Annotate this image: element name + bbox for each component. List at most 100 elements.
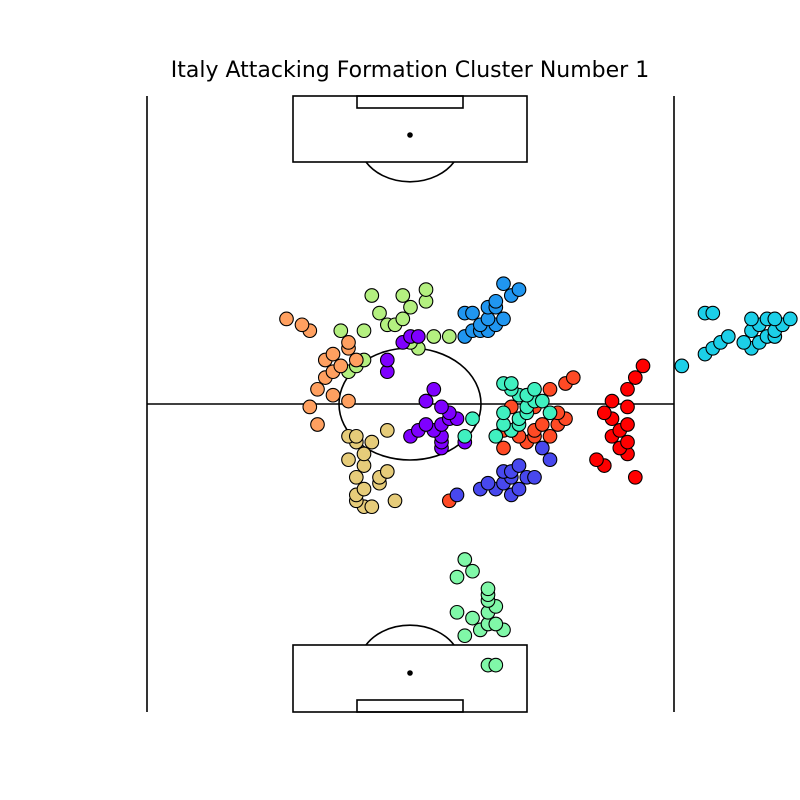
cluster-3-point-15 [744,311,759,327]
cluster-7-point-15 [364,434,380,450]
cluster-10-point-2 [488,428,504,444]
cluster-3-point-17 [767,311,783,327]
cluster-3-point-18 [782,311,798,327]
cluster-6-point-15 [294,317,310,333]
cluster-1-point-11 [596,405,612,421]
cluster-1-point-12 [620,399,635,415]
cluster-6-point-4 [325,387,341,403]
cluster-1-point-1 [627,469,643,485]
cluster-3-point-8 [720,329,736,344]
cluster-2-point-17 [542,381,558,397]
cluster-11-point-3 [457,628,473,644]
cluster-4-point-10 [465,305,480,321]
bottom-goal-area [356,699,464,713]
cluster-7-point-8 [348,469,364,485]
cluster-3-point-1 [674,358,690,374]
cluster-6-point-13 [341,335,356,350]
cluster-8-point-14 [418,393,434,409]
cluster-7-point-4 [387,493,403,509]
cluster-6-point-8 [333,358,349,374]
cluster-7-point-18 [379,423,395,438]
cluster-6-point-16 [279,311,294,327]
cluster-10-point-8 [496,405,511,421]
cluster-6-point-2 [302,399,318,415]
cluster-6-point-1 [310,417,325,432]
cluster-10-point-17 [527,381,542,397]
cluster-1-point-13 [604,393,620,409]
cluster-11-point-14 [480,581,496,597]
cluster-2-point-10 [534,417,550,432]
cluster-10-point-1 [457,428,473,444]
bottom-penalty-arc [365,624,455,646]
cluster-4-point-16 [496,276,511,292]
cluster-1-point-3 [589,452,604,468]
cluster-11-point-7 [488,616,504,632]
cluster-10-point-13 [534,393,550,409]
cluster-11-point-17 [457,552,473,567]
cluster-1-point-15 [627,370,643,385]
cluster-2-point-19 [565,370,581,385]
top-goal-area [356,95,464,109]
cluster-4-point-13 [488,293,504,309]
cluster-9-point-5 [511,481,527,497]
cluster-4-point-8 [496,311,511,327]
cluster-5-point-6 [426,329,442,344]
cluster-9-point-6 [480,475,496,491]
cluster-3-point-20 [705,305,721,321]
cluster-5-point-18 [418,282,434,297]
cluster-9-point-10 [527,469,542,485]
cluster-5-point-13 [372,305,387,321]
cluster-9-point-1 [449,487,465,503]
bottom-penalty-spot [407,670,413,676]
cluster-1-point-9 [620,417,635,432]
cluster-11-point-15 [449,569,465,585]
cluster-5-point-14 [403,299,418,315]
cluster-9-point-14 [542,452,558,468]
cluster-11-point-8 [465,610,480,626]
cluster-6-point-3 [341,393,356,409]
cluster-8-point-20 [410,329,426,344]
cluster-8-point-15 [426,381,442,397]
bottom-penalty-area [292,644,528,713]
cluster-10-point-10 [542,405,558,421]
cluster-5-point-7 [441,329,457,344]
cluster-6-point-11 [325,346,341,362]
player-points [279,276,798,673]
cluster-7-point-2 [364,499,380,515]
cluster-10-point-19 [503,376,519,391]
top-penalty-arc [365,161,455,183]
cluster-5-point-9 [356,323,372,339]
cluster-9-point-13 [511,458,527,473]
cluster-2-point-2 [496,440,511,456]
cluster-4-point-15 [511,282,527,297]
cluster-7-point-17 [348,428,364,444]
cluster-6-point-5 [310,381,325,397]
cluster-10-point-6 [465,411,480,427]
cluster-5-point-12 [395,311,411,327]
pitch-markings [146,95,675,713]
cluster-7-point-12 [341,452,356,468]
cluster-1-point-6 [620,434,635,450]
cluster-2-point-6 [542,428,558,444]
cluster-11-point-9 [449,604,465,620]
cluster-7-point-10 [379,464,395,479]
cluster-3-point-6 [736,335,752,350]
cluster-5-point-16 [364,288,380,303]
cluster-8-point-17 [379,352,395,368]
cluster-9-point-15 [534,440,550,456]
cluster-5-point-17 [395,288,411,303]
top-penalty-area [292,95,528,163]
cluster-5-point-8 [333,323,349,339]
cluster-8-point-13 [434,399,449,415]
cluster-7-point-6 [356,481,372,497]
cluster-11-point-16 [465,563,480,579]
cluster-1-point-14 [620,381,635,397]
cluster-6-point-10 [348,352,364,368]
cluster-1-point-16 [635,358,651,374]
chart-title: Italy Attacking Formation Cluster Number… [170,58,650,83]
top-penalty-spot [407,132,413,138]
cluster-8-point-8 [418,417,434,432]
cluster-7-point-13 [356,446,372,462]
cluster-11-point-2 [488,657,504,673]
